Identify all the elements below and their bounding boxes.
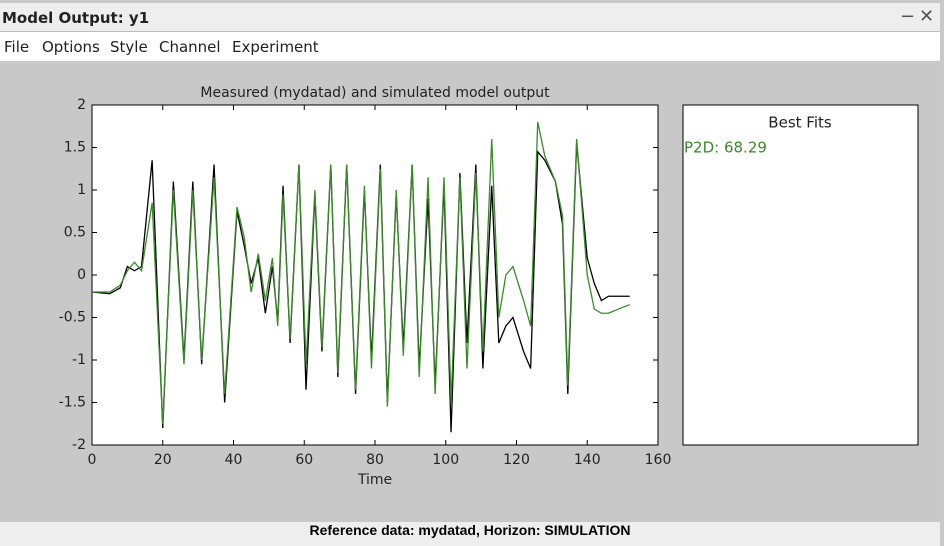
y-tick-label: -1.5 (59, 395, 86, 411)
x-tick-label: 60 (295, 452, 313, 468)
menu-item[interactable]: Experiment (232, 38, 319, 56)
menu-item[interactable]: Channel (159, 38, 221, 56)
x-axis-label: Time (357, 472, 392, 488)
y-tick-label: 0 (77, 267, 86, 283)
x-tick-label: 100 (432, 452, 459, 468)
fit-entry: P2D: 68.29 (684, 139, 767, 157)
y-tick-label: -1 (72, 352, 86, 368)
menu-bar: File Options Style Channel Experiment (0, 32, 940, 61)
x-tick-label: 120 (503, 452, 530, 468)
y-tick-label: 2 (77, 97, 86, 113)
y-tick-label: -2 (72, 437, 86, 453)
x-tick-label: 0 (88, 452, 97, 468)
menu-item[interactable]: File (4, 38, 30, 56)
chart-title: Measured (mydatad) and simulated model o… (200, 85, 550, 101)
x-tick-label: 80 (366, 452, 384, 468)
window-title: Model Output: y1 (2, 9, 150, 27)
menu-item[interactable]: Style (110, 38, 148, 56)
x-tick-label: 160 (645, 452, 672, 468)
status-text: Reference data: mydatad, Horizon: SIMULA… (309, 522, 631, 538)
x-tick-label: 40 (225, 452, 243, 468)
status-bar: Reference data: mydatad, Horizon: SIMULA… (0, 522, 940, 546)
title-bar: Model Output: y1 − ✕ (0, 3, 940, 32)
chart: Measured (mydatad) and simulated model o… (59, 85, 919, 488)
menu-item[interactable]: Options (42, 38, 100, 56)
close-button[interactable]: ✕ (919, 6, 935, 27)
minimize-button[interactable]: − (900, 6, 916, 27)
y-tick-label: 1.5 (64, 140, 86, 156)
series-line (92, 121, 630, 424)
y-tick-label: -0.5 (59, 310, 86, 326)
x-tick-label: 140 (574, 452, 601, 468)
fits-panel (682, 104, 919, 446)
fits-title: Best Fits (768, 114, 832, 132)
y-tick-label: 1 (77, 182, 86, 198)
y-tick-label: 0.5 (64, 225, 86, 241)
x-tick-label: 20 (154, 452, 172, 468)
